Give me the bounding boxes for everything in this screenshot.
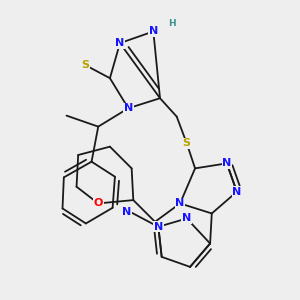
- Text: N: N: [222, 158, 231, 168]
- Text: S: S: [81, 60, 89, 70]
- Text: N: N: [176, 198, 185, 208]
- Text: N: N: [182, 214, 191, 224]
- Text: N: N: [154, 222, 163, 232]
- Text: H: H: [168, 19, 176, 28]
- Text: N: N: [122, 207, 131, 217]
- Text: O: O: [94, 198, 103, 208]
- Text: N: N: [124, 103, 133, 113]
- Text: N: N: [149, 26, 158, 36]
- Text: S: S: [183, 138, 191, 148]
- Text: N: N: [115, 38, 124, 48]
- Text: N: N: [232, 187, 242, 197]
